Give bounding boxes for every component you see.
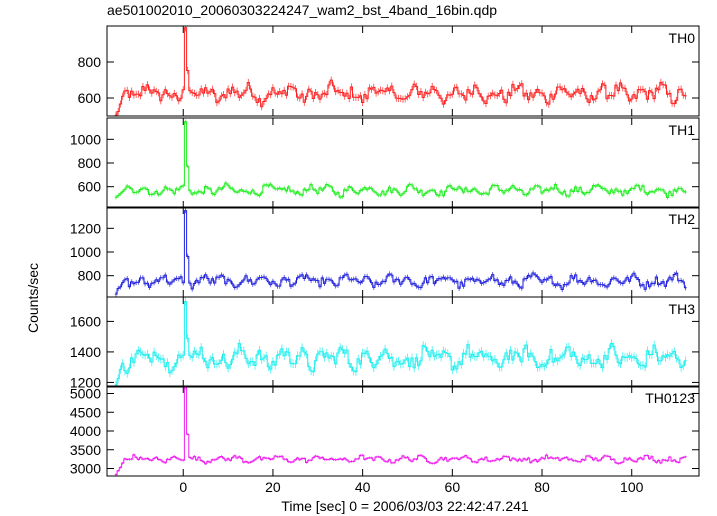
y-tick-label: 3000 [70, 461, 101, 477]
error-bars-th0 [115, 26, 686, 116]
y-tick-label: 600 [78, 90, 102, 106]
series-line-th1 [114, 121, 687, 198]
x-tick-label: 0 [179, 479, 187, 495]
y-tick-label: 4000 [70, 423, 101, 439]
panel-th0123: 3000 3500 4000 4500 5000 TH0123 0 20 40 60 80 100 [70, 385, 700, 495]
x-tick-label: 20 [265, 479, 281, 495]
series-line-th0 [114, 27, 687, 116]
panel-frame-th0 [106, 25, 700, 117]
y-tick-label: 800 [78, 54, 102, 70]
y-tick-label: 1400 [70, 344, 101, 360]
chart-title: ae501002010_20060303224247_wam2_bst_4ban… [107, 2, 498, 18]
y-tick-label: 1200 [70, 374, 101, 390]
y-tick-label: 1200 [70, 220, 101, 236]
panel-label-th3: TH3 [669, 301, 696, 317]
y-tick-label: 600 [78, 179, 102, 195]
x-tick-label: 100 [620, 479, 644, 495]
y-tick-label: 1000 [70, 244, 101, 260]
panel-frame-th0123 [106, 385, 700, 477]
x-tick-label: 80 [534, 479, 550, 495]
panel-th0: 600 800 TH0 [78, 25, 700, 117]
y-tick-label: 800 [78, 155, 102, 171]
x-tick-label: 60 [445, 479, 461, 495]
series-line-th2 [114, 210, 687, 295]
panel-label-th1: TH1 [669, 122, 696, 138]
x-tick-label: 40 [355, 479, 371, 495]
panel-label-th2: TH2 [669, 211, 696, 227]
panel-th1: 600 800 1000 TH1 [70, 117, 700, 209]
panel-th2: 800 1000 1200 TH2 [70, 206, 700, 298]
panel-label-th0: TH0 [669, 30, 696, 46]
y-tick-label: 4500 [70, 404, 101, 420]
y-tick-label: 5000 [70, 386, 101, 402]
error-bars-th0123 [115, 386, 686, 476]
x-axis-label: Time [sec] 0 = 2006/03/03 22:42:47.241 [281, 498, 529, 514]
y-tick-label: 1600 [70, 313, 101, 329]
y-tick-label: 800 [78, 268, 102, 284]
panel-label-th0123: TH0123 [645, 390, 695, 406]
panel-frame-th3 [106, 296, 700, 388]
error-bars-th3 [115, 297, 686, 387]
series-line-th0123 [114, 387, 687, 476]
y-tick-label: 3500 [70, 442, 101, 458]
error-bars-th1 [115, 119, 686, 200]
error-bars-th2 [115, 207, 686, 297]
panel-th3: 1200 1400 1600 TH3 [70, 296, 700, 390]
y-tick-label: 1000 [70, 131, 101, 147]
series-line-th3 [114, 301, 687, 386]
